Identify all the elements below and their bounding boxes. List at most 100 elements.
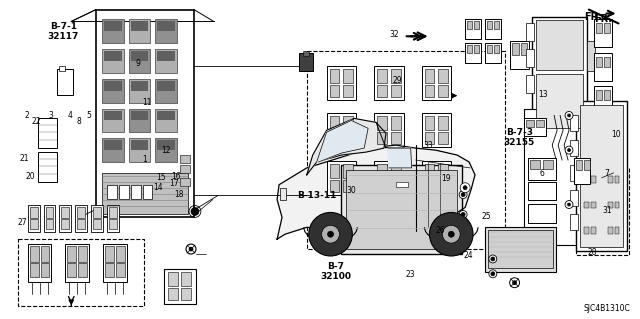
Bar	[344, 180, 353, 192]
Text: 22: 22	[32, 117, 42, 126]
Bar	[131, 110, 148, 120]
Bar	[180, 155, 190, 163]
Bar	[525, 108, 604, 245]
Circle shape	[568, 149, 570, 152]
Bar	[422, 66, 451, 100]
Text: 31: 31	[602, 205, 612, 214]
Circle shape	[308, 212, 352, 256]
Bar	[374, 114, 404, 147]
Text: 25: 25	[482, 212, 492, 221]
Bar	[58, 69, 73, 95]
Text: 5: 5	[86, 111, 91, 120]
Bar	[614, 176, 620, 183]
Bar	[107, 204, 119, 232]
Bar	[77, 206, 85, 219]
Bar	[536, 74, 583, 128]
Bar	[131, 51, 148, 61]
Text: 12: 12	[161, 145, 171, 154]
Bar	[422, 161, 451, 195]
Bar	[29, 219, 38, 229]
Circle shape	[189, 247, 193, 251]
Bar	[131, 140, 148, 150]
Circle shape	[565, 201, 573, 209]
Text: B-13-11: B-13-11	[297, 191, 337, 200]
Bar	[467, 21, 472, 29]
Circle shape	[186, 244, 196, 254]
Bar	[531, 160, 540, 169]
Bar	[377, 85, 387, 97]
Bar	[280, 188, 286, 200]
Bar	[344, 69, 353, 83]
Circle shape	[191, 207, 199, 215]
Bar	[424, 69, 435, 83]
Text: 32: 32	[390, 30, 399, 39]
Bar	[438, 69, 448, 83]
Text: 17: 17	[170, 179, 179, 188]
Bar	[330, 85, 339, 97]
Bar	[509, 41, 529, 69]
Bar	[103, 244, 127, 282]
Bar	[156, 79, 177, 103]
Bar	[584, 227, 589, 234]
Circle shape	[328, 231, 333, 237]
Bar	[78, 263, 87, 277]
Bar	[529, 182, 556, 200]
Bar	[109, 219, 116, 229]
Bar	[391, 69, 401, 83]
Bar	[131, 81, 148, 91]
Bar	[584, 176, 589, 183]
Bar	[330, 116, 339, 130]
Bar	[424, 180, 435, 192]
Bar	[65, 244, 89, 282]
Bar	[344, 164, 353, 178]
Bar	[485, 19, 500, 39]
Circle shape	[442, 225, 460, 243]
Bar	[45, 206, 53, 219]
Bar	[129, 138, 150, 162]
Bar	[67, 263, 76, 277]
Circle shape	[491, 272, 495, 276]
Text: 13: 13	[539, 90, 548, 99]
Bar	[102, 49, 124, 73]
Text: 19: 19	[442, 174, 451, 183]
Bar	[157, 110, 175, 120]
Bar	[181, 272, 191, 286]
Bar	[391, 85, 401, 97]
Bar	[594, 19, 612, 47]
Bar	[157, 21, 175, 31]
Bar	[536, 120, 544, 127]
Bar	[93, 206, 101, 219]
Bar	[102, 79, 124, 103]
Bar	[584, 160, 590, 170]
Bar	[520, 43, 527, 55]
Text: 28: 28	[588, 248, 597, 257]
Bar	[29, 263, 38, 277]
Text: 6: 6	[539, 169, 544, 178]
Bar	[438, 116, 448, 130]
Circle shape	[459, 191, 467, 199]
Text: 10: 10	[611, 130, 620, 139]
Bar	[527, 49, 534, 67]
Circle shape	[489, 255, 497, 263]
Bar	[424, 85, 435, 97]
Circle shape	[568, 203, 570, 206]
Bar	[28, 204, 40, 232]
Bar	[591, 227, 596, 234]
Bar	[104, 51, 122, 61]
Text: 1: 1	[142, 155, 147, 164]
Text: 29: 29	[393, 76, 403, 85]
Bar	[104, 110, 122, 120]
Bar	[104, 21, 122, 31]
Bar	[391, 132, 401, 144]
Bar	[591, 176, 596, 183]
Bar	[346, 170, 457, 249]
Bar	[474, 45, 479, 53]
Bar	[438, 85, 448, 97]
Bar	[604, 57, 609, 67]
Bar	[67, 246, 76, 262]
Bar	[156, 49, 177, 73]
Bar	[303, 51, 308, 56]
Bar	[594, 86, 612, 114]
Bar	[93, 219, 101, 229]
Bar	[614, 227, 620, 234]
